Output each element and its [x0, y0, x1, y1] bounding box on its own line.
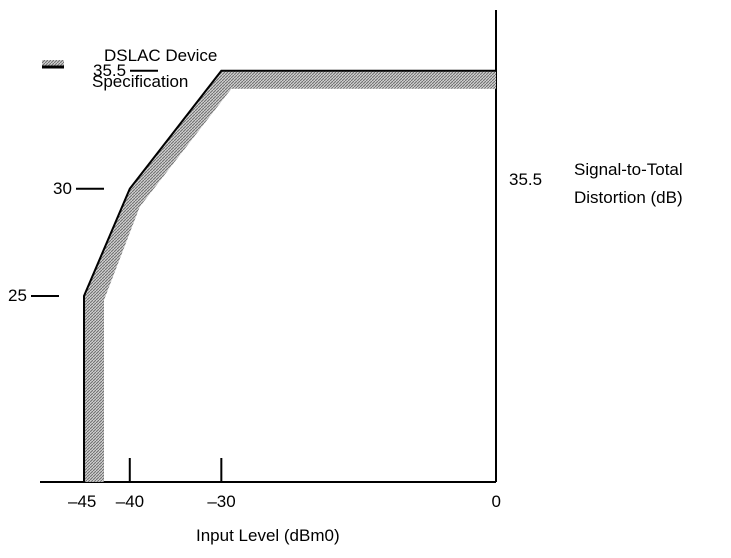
x-tick-label: –30 — [207, 492, 236, 511]
legend-swatch-band — [42, 60, 64, 66]
y-tick-label: 30 — [53, 178, 72, 198]
x-axis-title: Input Level (dBm0) — [196, 526, 340, 545]
spec-band — [84, 70, 496, 483]
x-tick-label: –40 — [115, 492, 145, 511]
series-line — [83, 69, 496, 482]
x-tick-label: –45 — [68, 492, 97, 511]
y-tick-label: 35.5 — [93, 60, 127, 80]
x-tick-label: 0 — [491, 492, 501, 511]
legend-text-line-2: Specification — [92, 72, 189, 91]
y-axis-label-line-1: Signal-to-Total — [574, 160, 683, 179]
y-axis-label-line-2: Distortion (dB) — [574, 188, 683, 207]
y-tick-label: 25 — [8, 286, 27, 305]
right-axis-value-label: 35.5 — [509, 170, 543, 189]
legend-text-line-1: DSLAC Device — [104, 46, 218, 65]
